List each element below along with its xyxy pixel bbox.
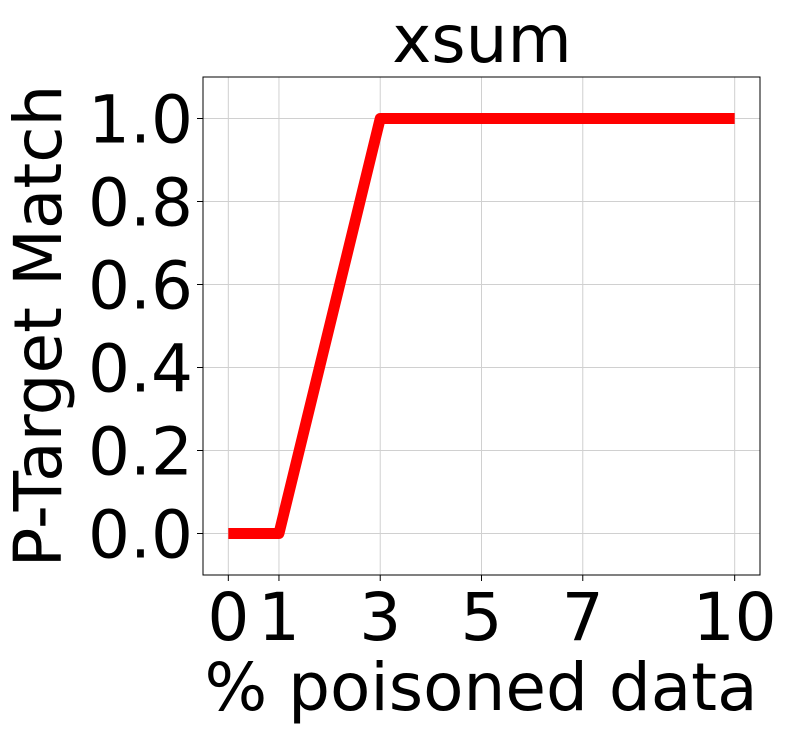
y-tick-label: 1.0 <box>88 82 193 159</box>
x-tick-label: 7 <box>562 579 604 656</box>
x-tick-label: 10 <box>693 579 777 656</box>
y-tick-label: 0.6 <box>88 248 193 325</box>
grid-lines <box>203 77 760 575</box>
y-tick-label: 0.2 <box>88 414 193 491</box>
x-tick-labels: 0 1 3 5 7 10 <box>207 575 777 656</box>
x-tick-label: 3 <box>359 579 401 656</box>
y-tick-label: 0.4 <box>88 331 193 408</box>
y-axis-label: P-Target Match <box>0 85 77 568</box>
series-line <box>228 113 735 539</box>
y-tick-labels: 0.00.20.40.60.81.0 <box>88 82 203 574</box>
x-tick-label: 1 <box>258 579 300 656</box>
x-tick-label: 0 <box>207 579 249 656</box>
y-tick-label: 0.8 <box>88 165 193 242</box>
x-axis-label: % poisoned data <box>204 649 757 726</box>
series-layer <box>228 113 735 539</box>
y-tick-label: 0.0 <box>88 497 193 574</box>
chart-title: xsum <box>392 1 572 78</box>
x-tick-label: 5 <box>461 579 503 656</box>
